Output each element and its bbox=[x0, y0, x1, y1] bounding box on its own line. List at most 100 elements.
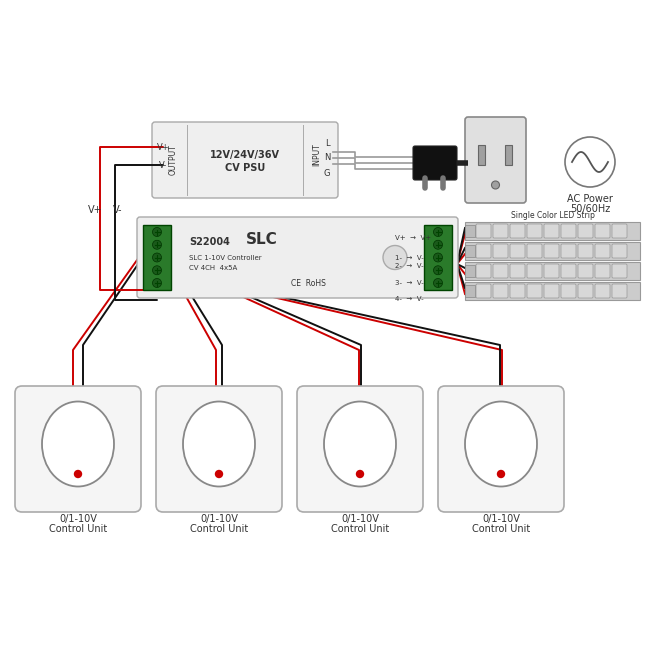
Text: CV PSU: CV PSU bbox=[225, 163, 265, 173]
Circle shape bbox=[491, 181, 499, 189]
Text: S22004: S22004 bbox=[189, 237, 230, 247]
FancyBboxPatch shape bbox=[527, 264, 542, 278]
Ellipse shape bbox=[42, 402, 114, 486]
Text: Control Unit: Control Unit bbox=[190, 524, 248, 534]
Text: 0/1-10V: 0/1-10V bbox=[59, 514, 97, 524]
Bar bbox=[465, 242, 640, 260]
FancyBboxPatch shape bbox=[156, 386, 282, 512]
FancyBboxPatch shape bbox=[561, 284, 576, 298]
Circle shape bbox=[434, 227, 443, 237]
Text: G: G bbox=[324, 168, 330, 177]
Text: OUTPUT: OUTPUT bbox=[168, 145, 177, 176]
Ellipse shape bbox=[465, 402, 537, 486]
Text: 4-  →  V-: 4- → V- bbox=[395, 296, 424, 302]
Bar bbox=[424, 225, 452, 290]
FancyBboxPatch shape bbox=[527, 284, 542, 298]
Text: 12V/24V/36V: 12V/24V/36V bbox=[210, 150, 280, 160]
Text: Control Unit: Control Unit bbox=[331, 524, 389, 534]
Circle shape bbox=[434, 266, 443, 275]
FancyBboxPatch shape bbox=[493, 264, 508, 278]
Text: Control Unit: Control Unit bbox=[472, 524, 530, 534]
FancyBboxPatch shape bbox=[612, 284, 627, 298]
Text: V+: V+ bbox=[157, 142, 169, 151]
FancyBboxPatch shape bbox=[595, 264, 610, 278]
Text: L: L bbox=[325, 138, 330, 148]
Circle shape bbox=[565, 137, 615, 187]
Circle shape bbox=[153, 227, 161, 237]
FancyBboxPatch shape bbox=[476, 224, 491, 238]
FancyBboxPatch shape bbox=[527, 244, 542, 258]
Circle shape bbox=[356, 471, 363, 478]
Text: CE  RoHS: CE RoHS bbox=[291, 278, 326, 287]
FancyBboxPatch shape bbox=[476, 264, 491, 278]
Text: V+  →  V+: V+ → V+ bbox=[395, 235, 431, 241]
Text: 2-  →  V-: 2- → V- bbox=[395, 263, 424, 269]
Bar bbox=[465, 265, 475, 277]
FancyBboxPatch shape bbox=[612, 264, 627, 278]
Text: 1-  →  V-: 1- → V- bbox=[395, 255, 424, 261]
FancyBboxPatch shape bbox=[544, 244, 559, 258]
Ellipse shape bbox=[324, 402, 396, 486]
Text: 0/1-10V: 0/1-10V bbox=[341, 514, 379, 524]
FancyBboxPatch shape bbox=[476, 284, 491, 298]
FancyBboxPatch shape bbox=[544, 264, 559, 278]
FancyBboxPatch shape bbox=[561, 264, 576, 278]
FancyBboxPatch shape bbox=[544, 224, 559, 238]
Text: CV 4CH  4x5A: CV 4CH 4x5A bbox=[189, 265, 237, 271]
Text: N: N bbox=[324, 153, 330, 162]
FancyBboxPatch shape bbox=[137, 217, 458, 298]
FancyBboxPatch shape bbox=[527, 224, 542, 238]
Circle shape bbox=[383, 246, 407, 270]
Text: INPUT: INPUT bbox=[313, 144, 322, 166]
FancyBboxPatch shape bbox=[493, 224, 508, 238]
Bar bbox=[465, 262, 640, 280]
FancyBboxPatch shape bbox=[438, 386, 564, 512]
FancyBboxPatch shape bbox=[544, 284, 559, 298]
Text: V-: V- bbox=[159, 161, 167, 170]
Bar bbox=[465, 245, 475, 257]
FancyBboxPatch shape bbox=[476, 244, 491, 258]
Text: V+: V+ bbox=[88, 205, 102, 215]
FancyBboxPatch shape bbox=[578, 264, 593, 278]
Bar bbox=[143, 225, 171, 290]
Circle shape bbox=[434, 253, 443, 262]
FancyBboxPatch shape bbox=[578, 244, 593, 258]
Text: SLC: SLC bbox=[246, 233, 278, 248]
FancyBboxPatch shape bbox=[510, 244, 525, 258]
Circle shape bbox=[434, 240, 443, 249]
Text: AC Power: AC Power bbox=[567, 194, 613, 204]
Text: SLC 1-10V Controller: SLC 1-10V Controller bbox=[189, 255, 261, 261]
Bar bbox=[465, 285, 475, 297]
Text: Single Color LED Strip: Single Color LED Strip bbox=[510, 211, 595, 220]
FancyBboxPatch shape bbox=[413, 146, 457, 180]
Bar bbox=[465, 222, 640, 240]
FancyBboxPatch shape bbox=[595, 284, 610, 298]
Bar bbox=[505, 145, 512, 165]
Text: V-: V- bbox=[113, 205, 123, 215]
Text: 0/1-10V: 0/1-10V bbox=[482, 514, 520, 524]
Text: Control Unit: Control Unit bbox=[49, 524, 107, 534]
Bar bbox=[478, 145, 485, 165]
Ellipse shape bbox=[183, 402, 255, 486]
FancyBboxPatch shape bbox=[493, 244, 508, 258]
Circle shape bbox=[434, 278, 443, 287]
Circle shape bbox=[75, 471, 81, 478]
Circle shape bbox=[153, 240, 161, 249]
FancyBboxPatch shape bbox=[510, 284, 525, 298]
FancyBboxPatch shape bbox=[561, 244, 576, 258]
FancyBboxPatch shape bbox=[510, 264, 525, 278]
FancyBboxPatch shape bbox=[493, 284, 508, 298]
Text: 0/1-10V: 0/1-10V bbox=[200, 514, 238, 524]
Circle shape bbox=[153, 278, 161, 287]
Circle shape bbox=[153, 266, 161, 275]
FancyBboxPatch shape bbox=[152, 122, 338, 198]
FancyBboxPatch shape bbox=[510, 224, 525, 238]
Text: 3-  →  V-: 3- → V- bbox=[395, 280, 424, 286]
FancyBboxPatch shape bbox=[578, 224, 593, 238]
Circle shape bbox=[497, 471, 504, 478]
FancyBboxPatch shape bbox=[15, 386, 141, 512]
FancyBboxPatch shape bbox=[561, 224, 576, 238]
FancyBboxPatch shape bbox=[595, 244, 610, 258]
FancyBboxPatch shape bbox=[612, 244, 627, 258]
Circle shape bbox=[153, 253, 161, 262]
